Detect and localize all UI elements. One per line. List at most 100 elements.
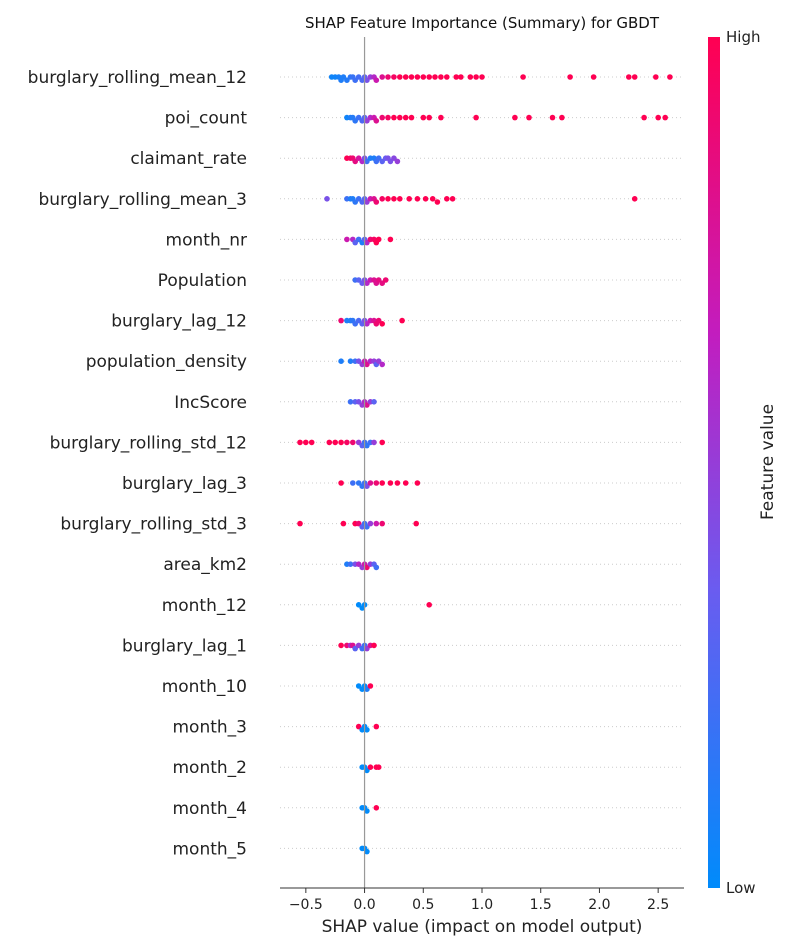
shap-point — [402, 74, 409, 80]
shap-point — [367, 480, 374, 486]
shap-point — [385, 74, 391, 80]
shap-point — [399, 317, 405, 324]
feature-label: Population — [158, 271, 247, 291]
shap-point — [308, 439, 315, 446]
shap-point — [379, 114, 386, 121]
shap-point — [402, 114, 409, 121]
shap-point — [344, 236, 350, 243]
shap-point — [382, 277, 389, 283]
shap-point — [373, 520, 380, 527]
shap-point — [526, 114, 532, 121]
shap-point — [449, 196, 456, 202]
feature-label: burglary_rolling_mean_12 — [28, 68, 247, 88]
colorbar-title: Feature value — [758, 404, 778, 520]
shap-point — [364, 848, 370, 855]
chart-title: SHAP Feature Importance (Summary) for GB… — [305, 14, 660, 32]
shap-point — [473, 114, 479, 121]
shap-point — [567, 74, 573, 80]
shap-point — [394, 480, 401, 486]
shap-point — [387, 480, 394, 486]
feature-row-month_10: month_10 — [162, 677, 684, 697]
feature-label: month_10 — [162, 677, 247, 697]
shap-point — [375, 236, 382, 243]
feature-label: month_nr — [166, 230, 247, 250]
shap-point — [413, 520, 420, 527]
shap-point — [332, 439, 339, 446]
shap-point — [422, 196, 429, 202]
shap-point — [479, 74, 485, 80]
feature-row-month_2: month_2 — [173, 758, 684, 778]
x-tick-label: 0.5 — [412, 897, 434, 913]
shap-point — [338, 358, 344, 365]
feature-row-burglary_lag_12: burglary_lag_12 — [111, 312, 684, 332]
shap-point — [375, 764, 382, 770]
shap-point — [653, 74, 659, 80]
shap-point — [631, 74, 638, 80]
shap-point — [414, 480, 421, 486]
x-tick-label: 1.5 — [530, 897, 552, 913]
shap-point — [667, 74, 673, 80]
shap-point — [373, 564, 380, 571]
shap-point — [297, 439, 303, 446]
shap-point — [347, 561, 354, 567]
shap-point — [297, 520, 303, 527]
shap-point — [367, 764, 374, 770]
feature-label: month_3 — [173, 718, 248, 738]
feature-label: burglary_rolling_std_12 — [50, 433, 247, 453]
shap-point — [467, 74, 474, 80]
feature-label: population_density — [86, 352, 247, 372]
shap-point — [373, 723, 380, 730]
shap-point — [408, 114, 415, 121]
shap-point — [662, 114, 668, 121]
x-axis-title: SHAP value (impact on model output) — [322, 917, 643, 937]
feature-label: burglary_rolling_mean_3 — [38, 190, 247, 210]
feature-row-burglary_lag_3: burglary_lag_3 — [122, 474, 684, 494]
x-tick-label: 2.5 — [647, 897, 669, 913]
shap-point — [391, 114, 397, 121]
shap-point — [394, 158, 401, 165]
feature-label: burglary_lag_3 — [122, 474, 247, 494]
shap-point — [371, 642, 377, 649]
shap-point — [444, 196, 450, 202]
feature-row-population_density: population_density — [86, 352, 684, 372]
shap-point — [397, 196, 403, 202]
shap-point — [590, 74, 597, 80]
shap-point — [426, 74, 433, 80]
shap-point — [373, 118, 380, 124]
shap-point — [626, 74, 632, 80]
feature-label: claimant_rate — [130, 149, 247, 169]
shap-point — [434, 199, 441, 205]
shap-point — [429, 196, 436, 202]
shap-point — [438, 74, 444, 80]
shap-point — [520, 74, 526, 80]
shap-point — [379, 361, 386, 368]
shap-point — [473, 74, 479, 80]
feature-label: poi_count — [165, 109, 248, 129]
shap-point — [347, 358, 354, 365]
shap-point — [426, 602, 433, 608]
shap-point — [371, 439, 377, 446]
shap-point — [408, 74, 415, 80]
shap-point — [385, 196, 391, 202]
feature-row-poi_count: poi_count — [165, 109, 684, 129]
shap-point — [364, 808, 370, 814]
shap-point — [367, 520, 374, 527]
shap-point — [641, 114, 647, 121]
feature-row-burglary_rolling_std_3: burglary_rolling_std_3 — [60, 515, 684, 535]
feature-row-area_km2: area_km2 — [163, 555, 684, 575]
shap-point — [373, 199, 380, 205]
shap-point — [379, 321, 386, 327]
shap-point — [364, 727, 370, 733]
colorbar — [708, 37, 720, 888]
shap-point — [453, 74, 460, 80]
shap-point — [391, 74, 397, 80]
shap-point — [438, 114, 444, 121]
feature-label: month_12 — [162, 596, 247, 616]
feature-row-IncScore: IncScore — [174, 393, 684, 413]
shap-point — [387, 236, 394, 243]
x-tick-label: 1.0 — [471, 897, 493, 913]
feature-row-month_3: month_3 — [173, 718, 684, 738]
shap-point — [371, 399, 377, 405]
shap-point — [338, 317, 344, 324]
shap-point — [402, 480, 409, 486]
